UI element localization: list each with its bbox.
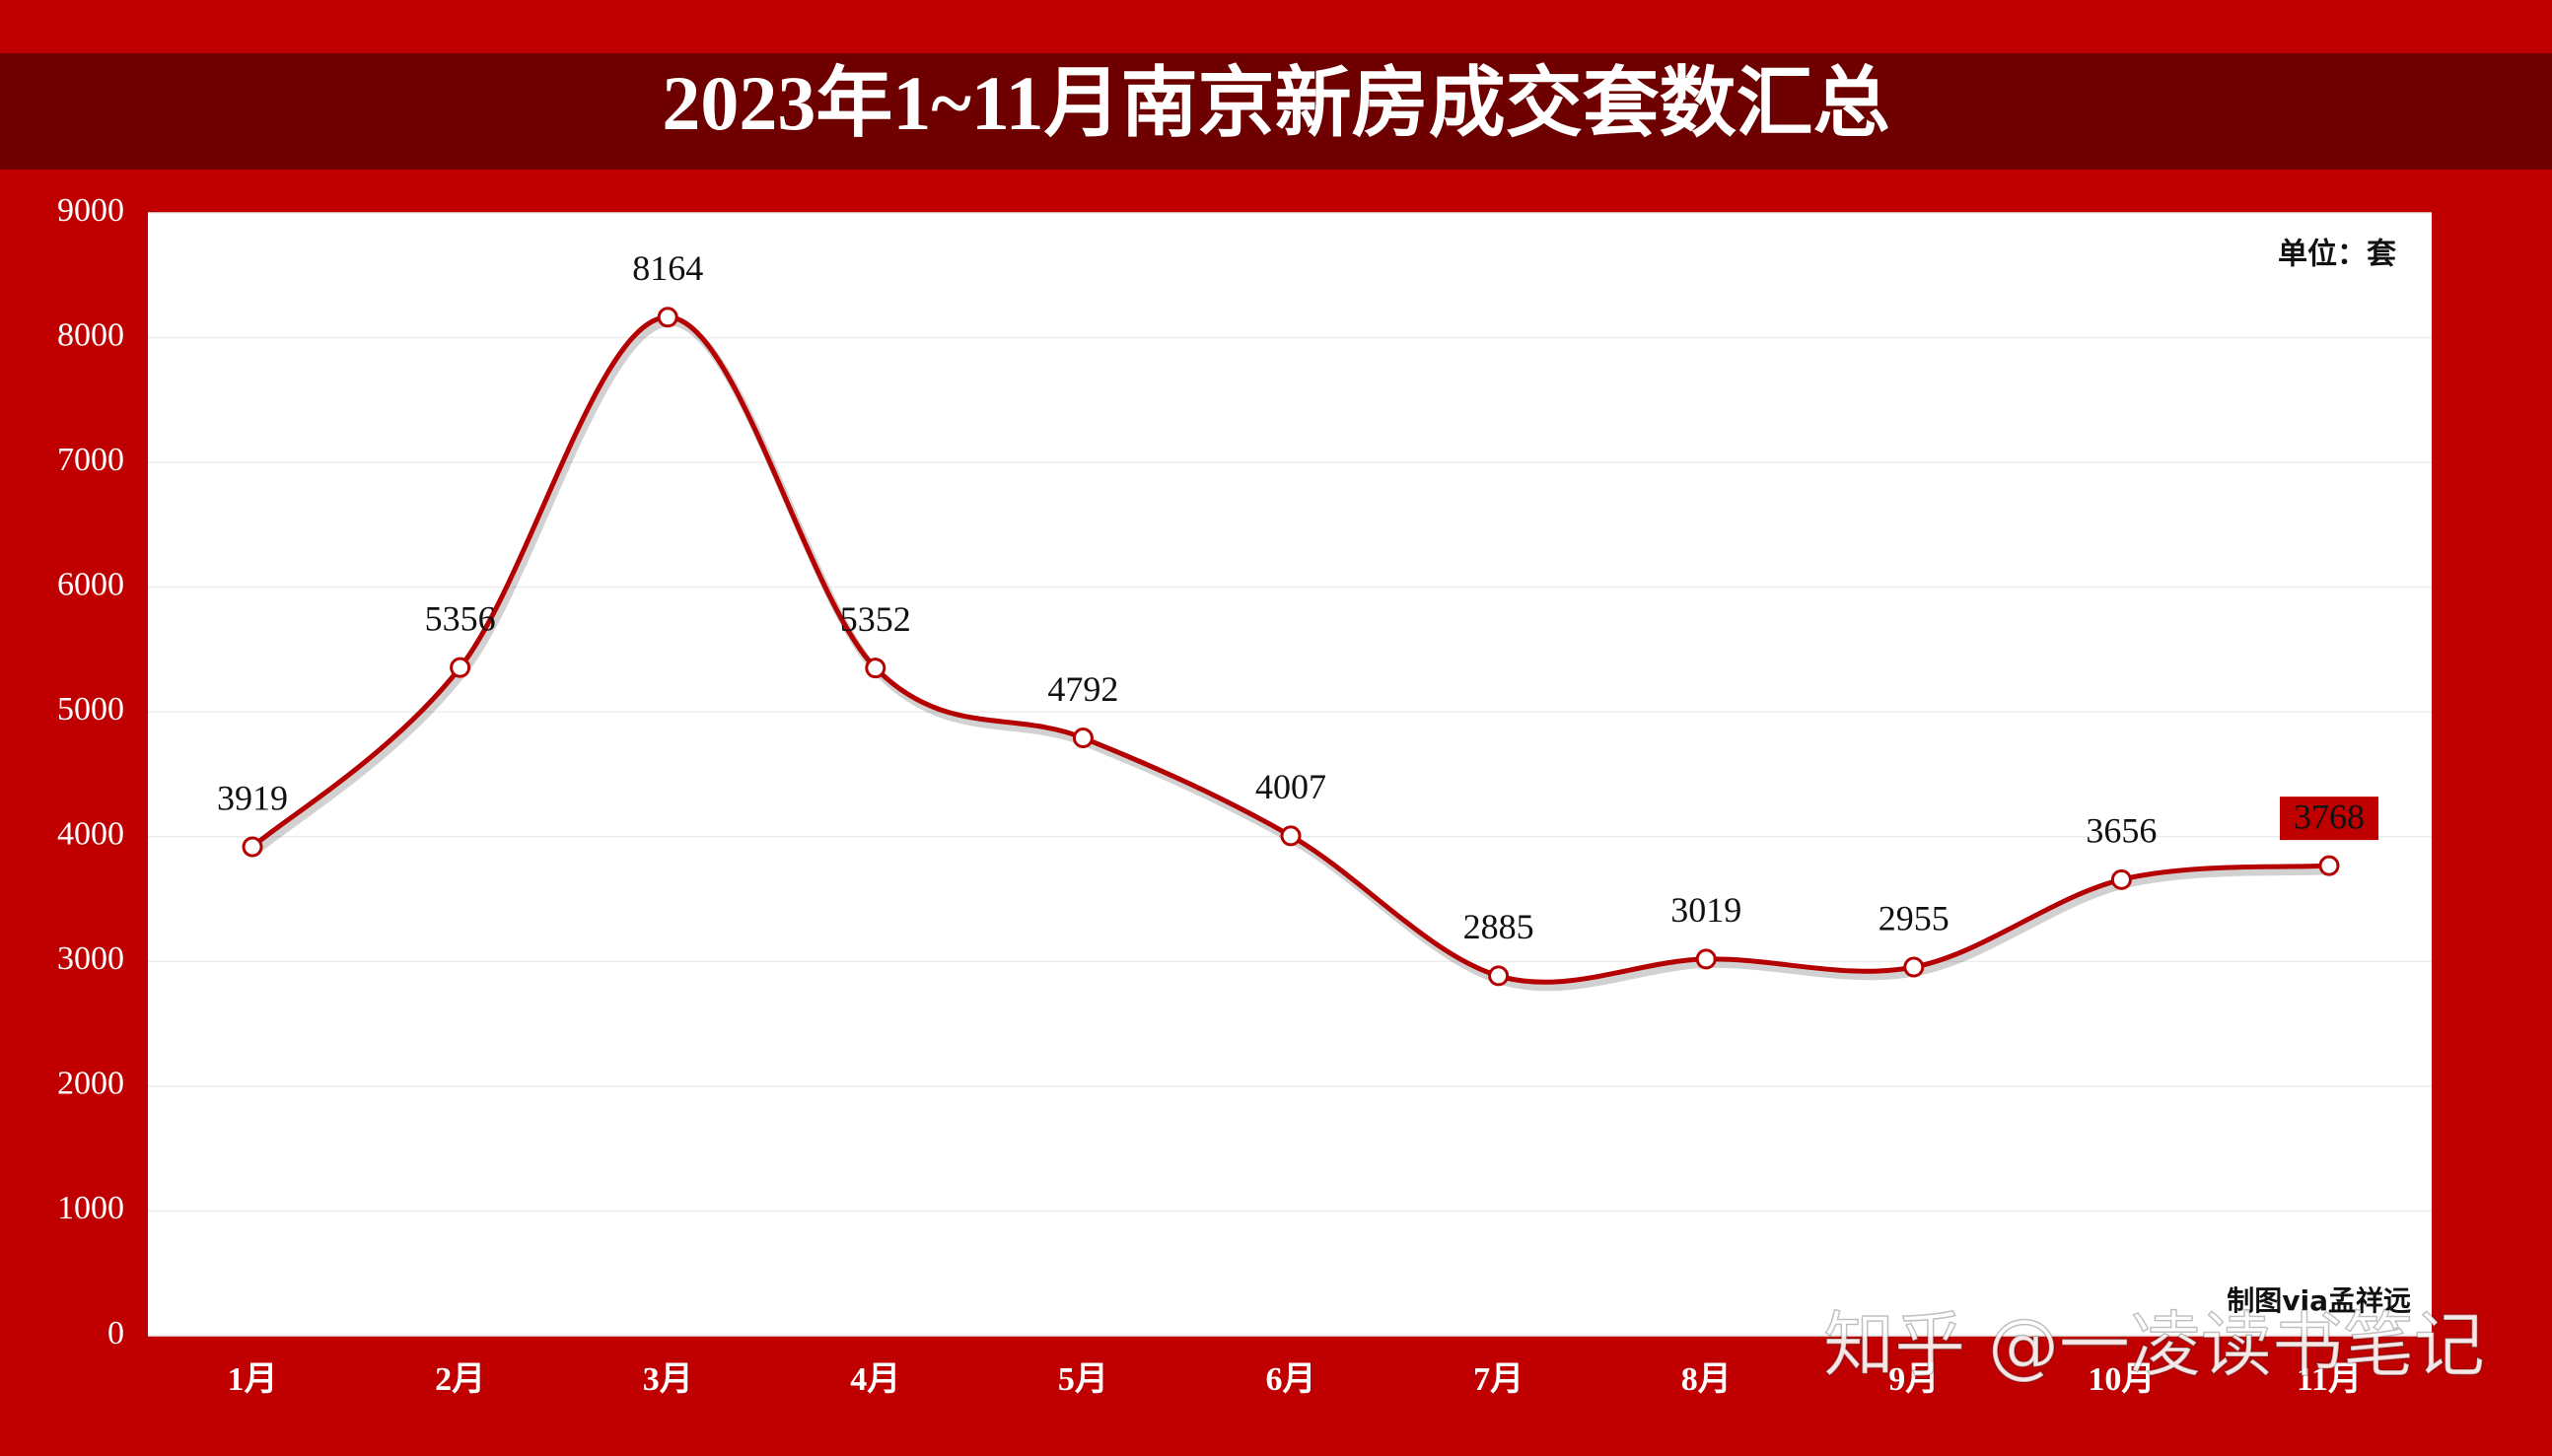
data-label: 3768: [2294, 797, 2365, 836]
x-tick-label: 4月: [850, 1361, 900, 1398]
data-label: 3919: [217, 778, 288, 817]
data-label: 5352: [840, 599, 911, 639]
x-tick-label: 10月: [2088, 1361, 2155, 1398]
y-tick-label: 6000: [57, 566, 124, 602]
x-tick-label: 6月: [1266, 1361, 1316, 1398]
line-shadow: [252, 317, 2333, 992]
x-tick-label: 9月: [1888, 1361, 1939, 1398]
x-tick-label: 2月: [435, 1361, 485, 1398]
y-tick-label: 4000: [57, 816, 124, 853]
y-tick-label: 3000: [57, 940, 124, 977]
title-band: [0, 53, 2552, 170]
data-label: 4007: [1255, 767, 1326, 806]
data-point: [1695, 948, 1717, 970]
data-line: [250, 314, 2330, 985]
x-tick-label: 3月: [643, 1361, 693, 1398]
x-tick-label: 1月: [228, 1361, 278, 1398]
y-tick-label: 1000: [57, 1190, 124, 1226]
data-label: 2955: [1879, 898, 1949, 937]
data-point: [1280, 825, 1302, 847]
data-point: [242, 836, 263, 858]
plot-area: [148, 213, 2432, 1336]
y-tick-label: 8000: [57, 316, 124, 353]
data-label: 8164: [632, 248, 703, 288]
watermark: 知乎 @一凌读书笔记: [1823, 1304, 2485, 1387]
data-point: [657, 307, 678, 328]
data-point: [2110, 868, 2132, 890]
data-label: 3019: [1670, 890, 1741, 930]
chart-title: 2023年1~11月南京新房成交套数汇总: [662, 60, 1889, 146]
data-point: [1072, 728, 1094, 749]
data-label: 3656: [2086, 811, 2157, 851]
x-tick-label: 8月: [1681, 1361, 1732, 1398]
data-point: [1903, 956, 1925, 978]
y-tick-label: 0: [107, 1315, 124, 1352]
data-point: [450, 657, 471, 678]
y-tick-label: 5000: [57, 691, 124, 728]
data-point: [2318, 855, 2340, 876]
data-label: 4792: [1047, 669, 1118, 709]
label-highlight: [2280, 797, 2378, 841]
y-tick-label: 2000: [57, 1066, 124, 1102]
x-tick-label: 11月: [2297, 1361, 2362, 1398]
data-point: [1488, 965, 1510, 987]
y-tick-label: 9000: [57, 192, 124, 229]
x-tick-label: 5月: [1058, 1361, 1108, 1398]
unit-note: 单位：套: [2278, 238, 2396, 272]
data-label: 2885: [1463, 907, 1534, 946]
x-tick-label: 7月: [1473, 1361, 1524, 1398]
y-tick-label: 7000: [57, 442, 124, 478]
credit: 制图via孟祥远: [2227, 1284, 2411, 1317]
data-label: 5356: [425, 598, 496, 638]
data-point: [865, 658, 886, 679]
